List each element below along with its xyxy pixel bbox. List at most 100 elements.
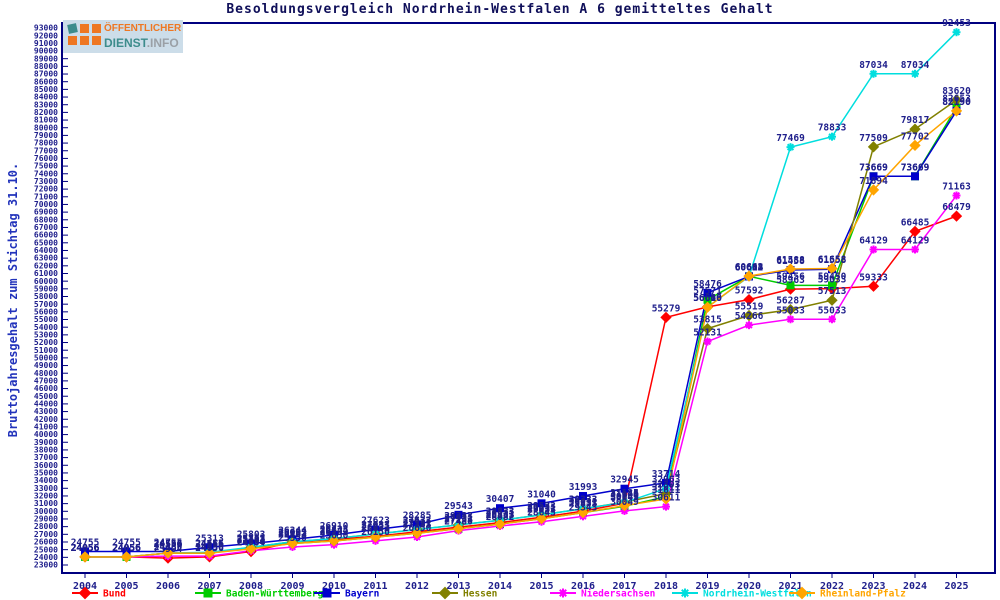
data-point-label: 29033 — [527, 505, 556, 516]
data-point-label: 73669 — [859, 162, 888, 173]
data-point-label: 28333 — [486, 510, 515, 521]
legend-label: Bund — [103, 589, 126, 600]
y-tick-label: 47000 — [34, 376, 58, 385]
data-point-label: 24056 — [112, 543, 141, 554]
data-point-label: 24056 — [112, 543, 141, 554]
data-point-marker — [286, 537, 299, 550]
y-tick-label: 26000 — [34, 538, 58, 547]
data-point-label: 24850 — [237, 537, 266, 548]
data-point-label: 32963 — [652, 475, 681, 486]
y-tick-label: 90000 — [34, 47, 58, 56]
data-point-label: 26133 — [320, 527, 349, 538]
data-point-label: 56610 — [693, 293, 722, 304]
data-point-marker — [745, 321, 753, 329]
x-tick-label: 2006 — [156, 581, 180, 592]
series-line-rheinland-pfalz — [85, 110, 957, 558]
data-point-label: 24755 — [154, 538, 183, 549]
y-tick-label: 72000 — [34, 185, 58, 194]
data-point-label: 59450 — [818, 271, 847, 282]
data-point-label: 61588 — [776, 255, 805, 266]
logo-orange-square-icon — [92, 24, 101, 33]
data-point-label: 24056 — [195, 543, 224, 554]
y-tick-label: 64000 — [34, 246, 58, 255]
x-tick-label: 2012 — [405, 581, 429, 592]
data-point-label: 29543 — [444, 501, 473, 512]
data-point-label: 30649 — [610, 492, 639, 503]
data-point-label: 24056 — [112, 543, 141, 554]
data-point-label: 56600 — [693, 293, 722, 304]
data-point-marker — [681, 589, 689, 597]
data-point-label: 30611 — [652, 493, 681, 504]
data-point-marker — [784, 303, 797, 316]
data-point-marker — [952, 191, 961, 200]
data-point-label: 28233 — [444, 511, 473, 522]
data-point-label: 26731 — [361, 522, 390, 533]
data-point-label: 28333 — [486, 510, 515, 521]
data-point-label: 71163 — [942, 182, 971, 193]
data-point-marker — [579, 492, 587, 501]
data-point-label: 26133 — [320, 527, 349, 538]
data-point-marker — [537, 499, 546, 508]
y-tick-label: 46000 — [34, 384, 58, 393]
y-tick-label: 39000 — [34, 438, 58, 447]
data-point-marker — [952, 28, 961, 36]
logo-orange-square-icon — [80, 24, 89, 33]
series-line-bayern — [85, 110, 958, 553]
y-tick-label: 78000 — [34, 139, 58, 148]
data-point-label: 24556 — [195, 539, 224, 550]
data-point-label: 24056 — [112, 543, 141, 554]
y-tick-label: 79000 — [34, 131, 58, 140]
data-point-marker — [703, 288, 712, 297]
data-point-label: 29833 — [569, 499, 598, 510]
data-point-marker — [662, 503, 670, 511]
data-point-marker — [826, 262, 838, 275]
y-tick-label: 31000 — [34, 499, 58, 508]
y-tick-label: 55000 — [34, 315, 58, 324]
data-point-marker — [496, 504, 504, 513]
data-point-label: 77509 — [859, 133, 888, 144]
data-point-label: 25313 — [237, 533, 266, 544]
data-point-label: 24755 — [112, 538, 141, 549]
data-point-label: 64129 — [901, 235, 930, 246]
data-point-label: 25992 — [278, 528, 307, 539]
data-point-label: 30749 — [610, 492, 639, 503]
data-point-label: 55279 — [652, 303, 681, 314]
data-point-label: 60635 — [735, 262, 764, 273]
data-point-label: 24655 — [195, 538, 224, 549]
data-point-marker — [662, 484, 670, 493]
y-tick-label: 93000 — [34, 24, 58, 33]
y-tick-label: 88000 — [34, 62, 58, 71]
y-tick-label: 70000 — [34, 200, 58, 209]
data-point-marker — [786, 281, 795, 290]
data-point-label: 26650 — [403, 523, 432, 534]
data-point-label: 26433 — [320, 525, 349, 536]
x-tick-label: 2011 — [363, 581, 387, 592]
chart-title: Besoldungsvergleich Nordrhein-Westfalen … — [226, 2, 774, 17]
y-tick-label: 51000 — [34, 346, 58, 355]
data-point-label: 25313 — [237, 533, 266, 544]
data-point-label: 27623 — [361, 516, 390, 527]
y-tick-label: 87000 — [34, 70, 58, 79]
data-point-label: 56287 — [776, 296, 805, 307]
y-tick-label: 58000 — [34, 292, 58, 301]
data-point-marker — [869, 70, 878, 78]
data-point-label: 29833 — [569, 499, 598, 510]
logo-text-line1: ÖFFENTLICHER — [104, 23, 182, 34]
y-tick-label: 48000 — [34, 369, 58, 378]
data-point-marker — [245, 543, 257, 555]
data-point-label: 28285 — [403, 510, 432, 521]
y-tick-label: 33000 — [34, 484, 58, 493]
legend-label: Hessen — [463, 589, 497, 600]
data-point-label: 24556 — [154, 539, 183, 550]
y-tick-label: 36000 — [34, 461, 58, 470]
data-point-marker — [867, 184, 880, 196]
data-point-label: 64129 — [859, 235, 888, 246]
data-point-label: 26033 — [278, 528, 307, 539]
y-tick-label: 40000 — [34, 430, 58, 439]
data-point-label: 25803 — [237, 529, 266, 540]
y-tick-label: 34000 — [34, 476, 58, 485]
data-point-marker — [369, 531, 382, 543]
plot-frame — [61, 22, 996, 574]
data-point-label: 31046 — [610, 489, 639, 500]
data-point-label: 29533 — [527, 501, 556, 512]
